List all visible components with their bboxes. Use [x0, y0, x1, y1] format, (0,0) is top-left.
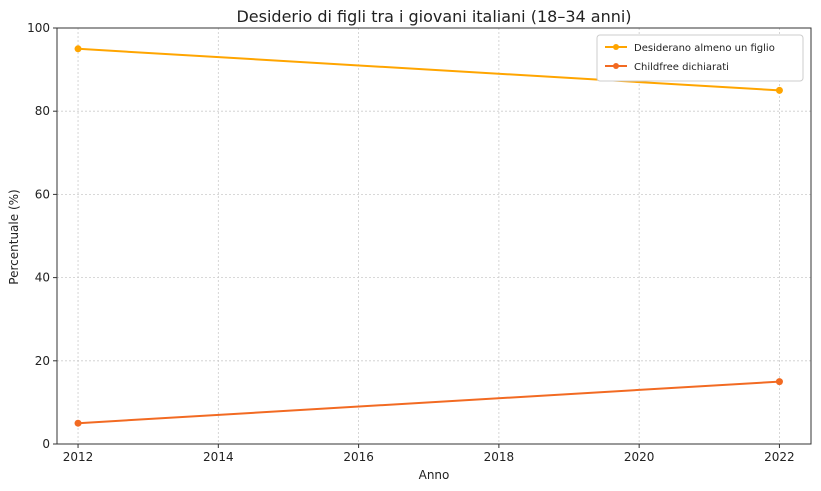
x-tick-label: 2016 — [343, 450, 374, 464]
series-point-1 — [74, 419, 82, 427]
series-point-0 — [775, 86, 783, 94]
y-tick-label: 20 — [35, 354, 50, 368]
plot-frame — [56, 27, 812, 445]
x-tick-label: 2020 — [624, 450, 655, 464]
x-axis-label: Anno — [419, 468, 450, 482]
y-tick-label: 80 — [35, 104, 50, 118]
legend-label: Desiderano almeno un figlio — [634, 43, 775, 54]
series-point-1 — [775, 378, 783, 386]
y-tick-label: 40 — [35, 271, 50, 285]
x-tick-label: 2018 — [484, 450, 515, 464]
y-axis-label: Percentuale (%) — [7, 189, 21, 284]
legend-swatch-marker — [613, 63, 619, 69]
series-point-0 — [74, 45, 82, 53]
series-layer — [74, 45, 783, 427]
y-tick-label: 60 — [35, 187, 50, 201]
y-tick-label: 100 — [27, 21, 50, 35]
legend-box — [596, 34, 804, 82]
axes: 2012 2014 2016 2018 2020 2022 0 20 40 60 80 100 — [27, 21, 812, 464]
legend: Desiderano almeno un figlio Childfree dic… — [596, 34, 804, 82]
legend-label: Childfree dichiarati — [634, 62, 729, 73]
x-tick-label: 2012 — [63, 450, 94, 464]
chart-title: Desiderio di figli tra i giovani italian… — [236, 7, 631, 26]
grid — [57, 27, 811, 445]
x-tick-label: 2022 — [764, 450, 795, 464]
x-tick-label: 2014 — [203, 450, 234, 464]
series-line-1 — [77, 380, 780, 425]
series-line-0 — [77, 47, 780, 92]
legend-swatch-marker — [613, 44, 619, 50]
y-tick-label: 0 — [42, 437, 50, 451]
